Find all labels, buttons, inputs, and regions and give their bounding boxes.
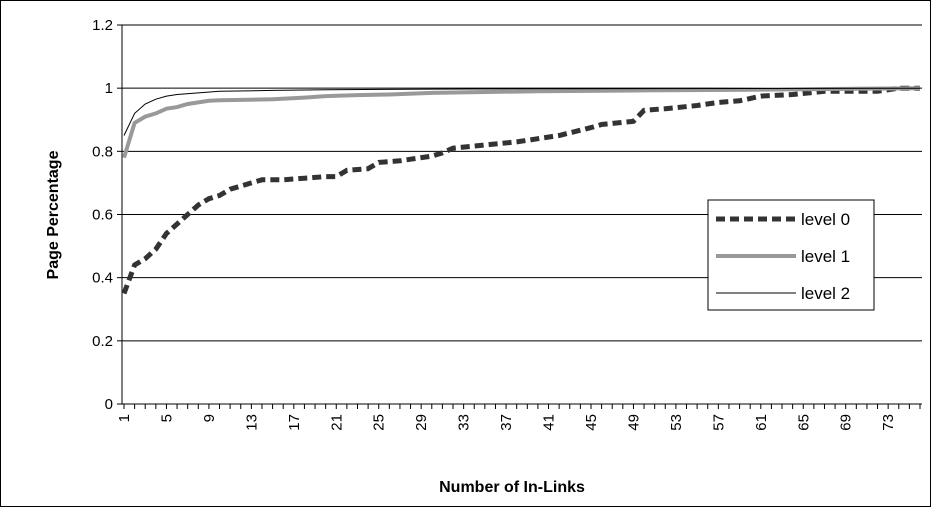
y-tick-label: 1.2 bbox=[92, 17, 113, 34]
y-tick-label: 0.4 bbox=[92, 270, 113, 287]
tick-labels: 0 0.2 0.4 0.6 0.8 1 1.2 1 5 9 13 17 21 25 29 33 37 41 45 49… bbox=[92, 17, 897, 431]
x-axis-title: Number of In-Links bbox=[439, 479, 585, 496]
x-tick-label: 53 bbox=[668, 414, 685, 431]
x-tick-label: 21 bbox=[328, 414, 345, 431]
legend-label: level 0 bbox=[801, 210, 850, 229]
x-tick-label: 25 bbox=[371, 414, 388, 431]
x-tick-label: 45 bbox=[583, 414, 600, 431]
axes bbox=[117, 24, 922, 409]
x-tick-label: 33 bbox=[456, 414, 473, 431]
x-tick-label: 69 bbox=[838, 414, 855, 431]
legend-label: level 1 bbox=[801, 247, 850, 266]
series-lines bbox=[121, 85, 921, 295]
x-tick-label: 17 bbox=[286, 414, 303, 431]
y-axis-title: Page Percentage bbox=[45, 150, 62, 279]
legend: level 0 level 1 level 2 bbox=[707, 199, 875, 311]
legend-label: level 2 bbox=[801, 284, 850, 303]
y-tick-label: 0.2 bbox=[92, 333, 113, 350]
x-tick-label: 49 bbox=[625, 414, 642, 431]
series-line-level-2 bbox=[123, 87, 921, 136]
x-tick-label: 9 bbox=[201, 414, 218, 422]
series-line-level-1 bbox=[122, 86, 921, 159]
y-tick-label: 0.6 bbox=[92, 207, 113, 224]
x-tick-label: 73 bbox=[880, 414, 897, 431]
x-tick-label: 5 bbox=[158, 414, 175, 422]
x-tick-label: 13 bbox=[243, 414, 260, 431]
y-tick-label: 0 bbox=[105, 396, 113, 413]
x-tick-label: 29 bbox=[413, 414, 430, 431]
x-tick-label: 37 bbox=[498, 414, 515, 431]
x-tick-label: 41 bbox=[541, 414, 558, 431]
x-tick-label: 1 bbox=[116, 414, 133, 422]
x-tick-label: 65 bbox=[795, 414, 812, 431]
series-line-level-0 bbox=[121, 85, 920, 295]
x-tick-label: 61 bbox=[753, 414, 770, 431]
y-tick-label: 0.8 bbox=[92, 143, 113, 160]
y-tick-label: 1 bbox=[105, 80, 113, 97]
x-tick-label: 57 bbox=[710, 414, 727, 431]
